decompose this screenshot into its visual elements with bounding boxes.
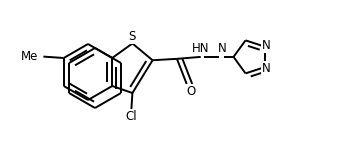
Text: N: N — [262, 62, 270, 75]
Text: Cl: Cl — [126, 110, 137, 123]
Text: S: S — [129, 30, 136, 43]
Text: N: N — [218, 42, 226, 55]
Text: N: N — [262, 39, 270, 52]
Text: Me: Me — [21, 50, 39, 63]
Text: O: O — [186, 85, 195, 98]
Text: HN: HN — [192, 42, 210, 55]
